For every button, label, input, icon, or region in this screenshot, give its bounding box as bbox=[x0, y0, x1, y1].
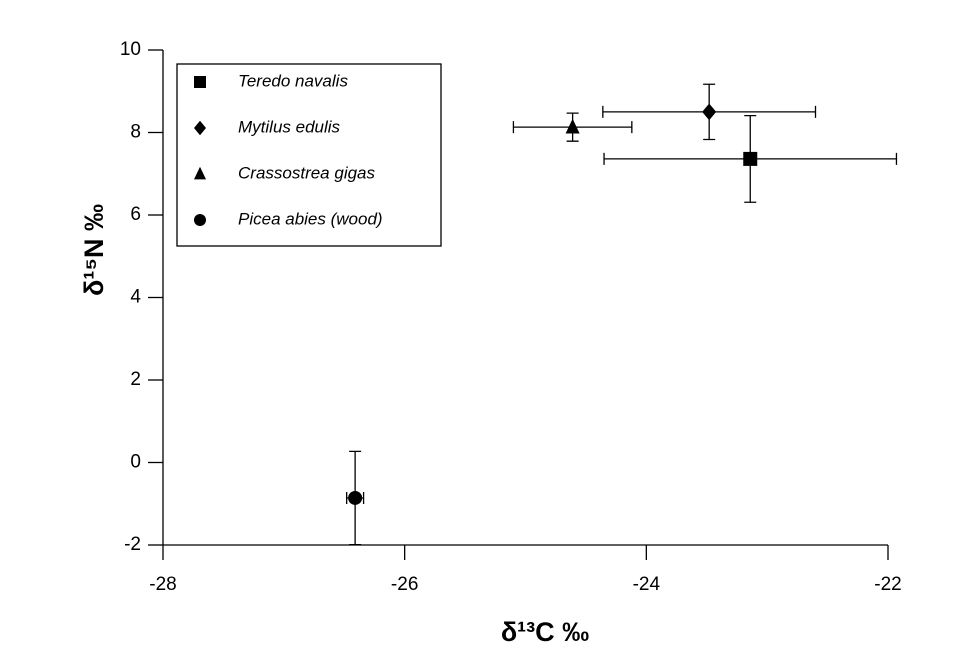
legend-label: Mytilus edulis bbox=[238, 117, 341, 136]
legend-label: Crassostrea gigas bbox=[238, 163, 376, 182]
marker bbox=[565, 118, 580, 134]
y-tick-label: 6 bbox=[130, 204, 141, 225]
y-axis-title: δ¹⁵N ‰ bbox=[79, 204, 109, 296]
y-tick-label: 0 bbox=[130, 452, 141, 473]
x-tick-label: -22 bbox=[874, 574, 901, 595]
legend-box bbox=[176, 63, 442, 247]
legend-marker bbox=[194, 120, 206, 136]
legend-marker bbox=[194, 76, 206, 88]
y-tick-label: 4 bbox=[130, 287, 141, 308]
x-axis-title: δ¹³C ‰ bbox=[501, 617, 589, 647]
legend-label: Teredo navalis bbox=[238, 71, 348, 90]
y-tick-label: 2 bbox=[130, 369, 141, 390]
y-tick-label: 8 bbox=[130, 122, 141, 143]
legend-marker bbox=[194, 166, 206, 180]
x-tick-label: -28 bbox=[149, 574, 176, 595]
x-tick-label: -26 bbox=[391, 574, 418, 595]
marker bbox=[743, 151, 758, 166]
y-tick-label: 10 bbox=[120, 39, 141, 60]
x-tick-label: -24 bbox=[633, 574, 661, 595]
legend-label: Picea abies (wood) bbox=[238, 209, 383, 228]
marker bbox=[702, 103, 717, 121]
legend-marker bbox=[194, 214, 206, 226]
marker bbox=[348, 490, 363, 505]
y-tick-label: -2 bbox=[124, 534, 141, 555]
